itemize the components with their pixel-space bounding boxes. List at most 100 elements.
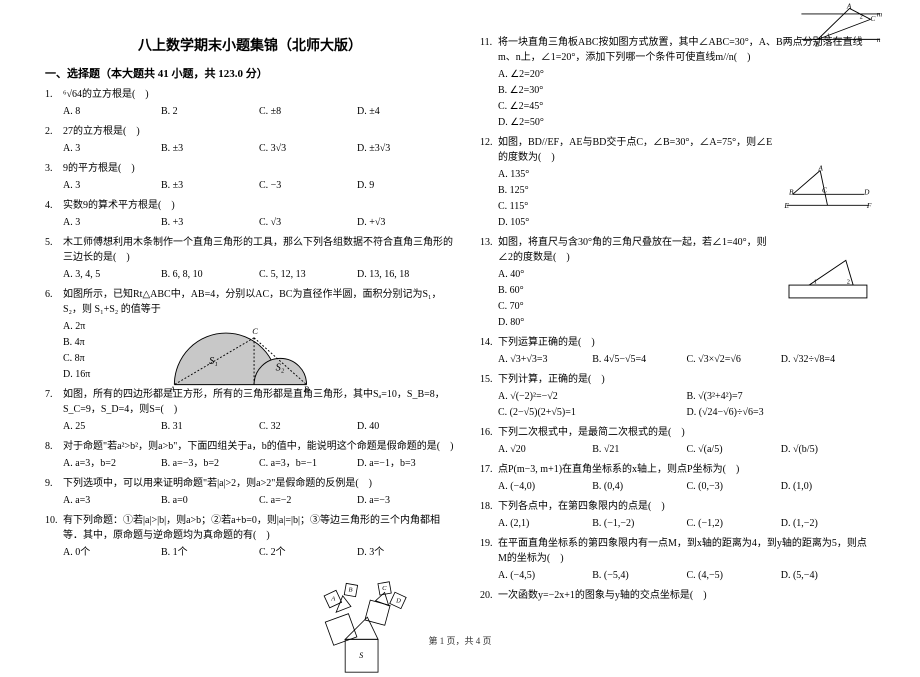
right-column: m n A B C 1 2 A B C D E F 1 2 11.将一 <box>480 35 875 600</box>
page-title: 八上数学期末小题集锦（北师大版） <box>45 35 455 55</box>
opt-b: B. ∠2=30° <box>498 83 600 99</box>
q-text: 如图，所有的四边形都是正方形，所有的三角形都是直角三角形，其中Sₐ=10，S_B… <box>63 389 445 415</box>
q-number: 8. <box>45 439 53 454</box>
opt-c: C. (0,−3) <box>687 479 781 495</box>
svg-text:A: A <box>330 596 336 603</box>
opt-c: C. 115° <box>498 199 600 215</box>
opt-d: D. a=−3 <box>357 493 455 509</box>
q-text: 点P(m−3, m+1)在直角坐标系的x轴上，则点P坐标为( ) <box>498 464 739 475</box>
opt-b: B. 1个 <box>161 545 259 561</box>
opt-d: D. √(b/5) <box>781 442 875 458</box>
page-footer: 第 1 页，共 4 页 <box>0 634 920 647</box>
question-5: 5.木工师傅想利用木条制作一个直角三角形的工具，那么下列各组数据不符合直角三角形… <box>45 235 455 283</box>
opt-c: C. √3 <box>259 215 357 231</box>
figure-squares: A B C D S <box>300 577 415 677</box>
opt-d: D. 40 <box>357 419 455 435</box>
opt-a: A. 3 <box>63 178 161 194</box>
q-text: 如图所示，已知Rt△ABC中，AB=4，分别以AC，BC为直径作半圆，面积分别记… <box>63 289 442 315</box>
q-text: 下列计算，正确的是( ) <box>498 374 605 385</box>
svg-text:C: C <box>252 326 258 336</box>
opt-a: A. (2,1) <box>498 516 592 532</box>
q-number: 16. <box>480 425 493 440</box>
opt-d: D. ±4 <box>357 104 455 120</box>
svg-text:B: B <box>348 587 352 594</box>
question-13: 13.如图，将直尺与含30°角的三角尺叠放在一起，若∠1=40°，则∠2的度数是… <box>480 235 875 331</box>
q-text: 下列各点中，在第四象限内的点是( ) <box>498 501 665 512</box>
q-number: 13. <box>480 235 493 250</box>
q-number: 10. <box>45 513 58 528</box>
question-14: 14.下列运算正确的是( ) A. √3+√3=3 B. 4√5−√5=4 C.… <box>480 335 875 368</box>
opt-b: B. 4√5−√5=4 <box>592 352 686 368</box>
question-6: 6. 如图所示，已知Rt△ABC中，AB=4，分别以AC，BC为直径作半圆，面积分… <box>45 287 455 383</box>
question-10: 10. 有下列命题：①若|a|>|b|，则a>b；②若a+b=0，则|a|=|b|… <box>45 513 455 561</box>
q-text: 下列选项中，可以用来证明命题"若|a|>2，则a>2"是假命题的反例是( ) <box>63 478 372 489</box>
q-text: 在平面直角坐标系的第四象限内有一点M，到x轴的距离为4，到y轴的距离为5，则点M… <box>498 538 867 564</box>
opt-c: C. a=−2 <box>259 493 357 509</box>
opt-b: B. 2 <box>161 104 259 120</box>
figure-semicircles: A B C S₁ S₂ <box>160 319 320 394</box>
opt-a: A. √(−2)²=−√2 <box>498 389 687 405</box>
q-number: 4. <box>45 198 53 213</box>
section-heading: 一、选择题（本大题共 41 小题，共 123.0 分） <box>45 65 455 81</box>
question-4: 4.实数9的算术平方根是( ) A. 3 B. +­3 C. √3 D. +­√… <box>45 198 455 231</box>
opt-b: B. 6, 8, 10 <box>161 267 259 283</box>
question-2: 2.27的立方根是( ) A. 3 B. ±3 C. 3√3 D. ±3√3 <box>45 124 455 157</box>
opt-c: C. (2−√5)(2+√5)=1 <box>498 405 687 421</box>
svg-text:C: C <box>382 585 387 592</box>
question-17: 17. 点P(m−3, m+1)在直角坐标系的x轴上，则点P坐标为( ) A. (… <box>480 462 875 495</box>
question-15: 15.下列计算，正确的是( ) A. √(−2)²=−√2 B. √(3²+4²… <box>480 372 875 421</box>
opt-d: D. ∠2=50° <box>498 115 600 131</box>
opt-a: A. 8 <box>63 104 161 120</box>
question-8: 8.对于命题"若a²>b²，则a>b"，下面四组关于a，b的值中，能说明这个命题… <box>45 439 455 472</box>
q-number: 20. <box>480 588 493 603</box>
question-12: 12. 如图，BD//EF，AE与BD交于点C，∠B=30°，∠A=75°，则∠E… <box>480 135 875 231</box>
q-text: 27的立方根是( ) <box>63 126 140 137</box>
opt-c: C. (4,−5) <box>687 568 781 584</box>
opt-a: A. 40° <box>498 267 600 283</box>
q-number: 18. <box>480 499 493 514</box>
q-number: 11. <box>480 35 492 50</box>
svg-text:m: m <box>877 11 882 19</box>
opt-a: A. 135° <box>498 167 600 183</box>
opt-a: A. ∠2=20° <box>498 67 600 83</box>
q-number: 14. <box>480 335 493 350</box>
opt-a: A. 3 <box>63 141 161 157</box>
q-number: 6. <box>45 287 53 302</box>
opt-d: D. (1,−2) <box>781 516 875 532</box>
svg-text:A: A <box>846 3 852 10</box>
opt-a: A. a=3，b=2 <box>63 456 161 472</box>
opt-b: B. √(3²+4²)=7 <box>687 389 876 405</box>
question-16: 16.下列二次根式中，是最简二次根式的是( ) A. √20 B. √21 C.… <box>480 425 875 458</box>
svg-text:D: D <box>395 597 401 604</box>
opt-c: C. a=3，b=−1 <box>259 456 357 472</box>
question-20: 20.一次函数y=−2x+1的图象与y轴的交点坐标是( ) <box>480 588 875 603</box>
opt-a: A. 3 <box>63 215 161 231</box>
q-number: 12. <box>480 135 493 150</box>
svg-text:S₁: S₁ <box>209 356 218 367</box>
opt-c: C. ±8 <box>259 104 357 120</box>
question-19: 19.在平面直角坐标系的第四象限内有一点M，到x轴的距离为4，到y轴的距离为5，… <box>480 536 875 584</box>
opt-b: B. +­3 <box>161 215 259 231</box>
question-7: 7.如图，所有的四边形都是正方形，所有的三角形都是直角三角形，其中Sₐ=10，S… <box>45 387 455 435</box>
opt-c: C. ∠2=45° <box>498 99 600 115</box>
opt-a: A. (−4,0) <box>498 479 592 495</box>
left-column: 八上数学期末小题集锦（北师大版） 一、选择题（本大题共 41 小题，共 123.… <box>45 35 455 600</box>
opt-d: D. 9 <box>357 178 455 194</box>
opt-c: C. 2个 <box>259 545 357 561</box>
opt-d: D. √32÷√8=4 <box>781 352 875 368</box>
question-3: 3.9的平方根是( ) A. 3 B. ±3 C. −3 D. 9 <box>45 161 455 194</box>
q-text: 如图，BD//EF，AE与BD交于点C，∠B=30°，∠A=75°，则∠E的度数… <box>498 137 772 163</box>
opt-a: A. √3+√3=3 <box>498 352 592 368</box>
opt-c: C. 8π <box>63 351 95 367</box>
opt-b: B. 125° <box>498 183 600 199</box>
opt-a: A. 2π <box>63 319 95 335</box>
q-text: 有下列命题：①若|a|>|b|，则a>b；②若a+b=0，则|a|=|b|；③等… <box>63 515 440 541</box>
opt-d: D. +­√3 <box>357 215 455 231</box>
opt-b: B. 31 <box>161 419 259 435</box>
q-number: 17. <box>480 462 493 477</box>
q-text: ⁶√64的立方根是( ) <box>63 89 149 100</box>
svg-text:C: C <box>871 15 876 23</box>
opt-c: C. 5, 12, 13 <box>259 267 357 283</box>
svg-text:S₂: S₂ <box>276 363 285 374</box>
q-text: 将一块直角三角板ABC按如图方式放置，其中∠ABC=30°，A、B两点分别落在直… <box>498 37 863 63</box>
